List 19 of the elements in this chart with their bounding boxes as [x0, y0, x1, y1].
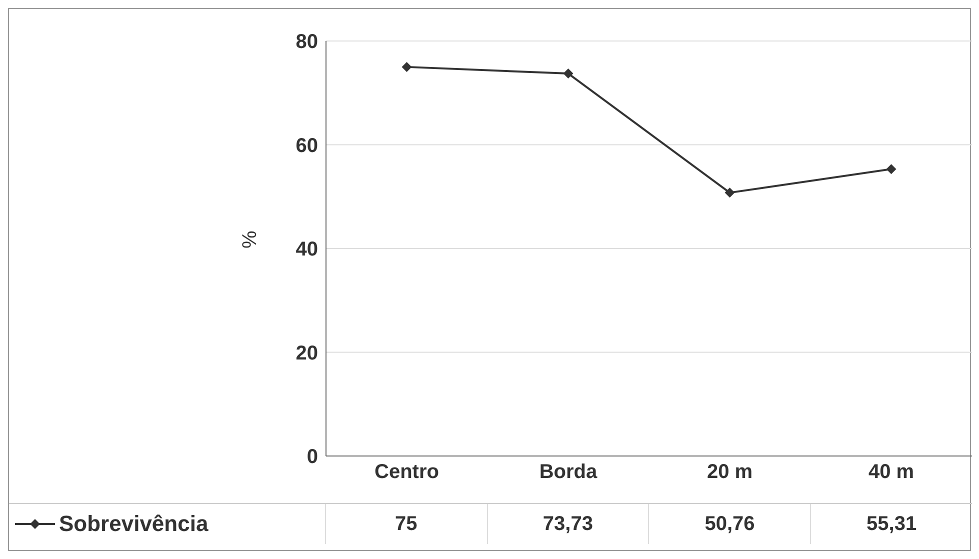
x-tick-label: 20 m [706, 461, 753, 484]
point [563, 68, 574, 79]
y-tick-label: 40 [296, 238, 318, 261]
point [724, 188, 735, 198]
point [402, 62, 412, 72]
y-tick-label: 80 [296, 31, 318, 54]
y-tick-label: 0 [306, 446, 318, 468]
point [886, 164, 896, 174]
data-label: 73,73 [486, 504, 648, 544]
data-label: 50,76 [648, 504, 810, 544]
data-label: 75 [324, 504, 487, 544]
y-axis-title: % [239, 230, 262, 248]
x-tick-label: 40 m [868, 461, 914, 484]
x-tick-label: Borda [539, 461, 598, 484]
legend-label: Sobrevivência [59, 511, 208, 537]
y-tick-label: 20 [296, 342, 318, 364]
y-tick-label: 60 [296, 134, 318, 157]
x-tick-label: Centro [374, 461, 439, 484]
data-label: 55,31 [810, 504, 972, 544]
